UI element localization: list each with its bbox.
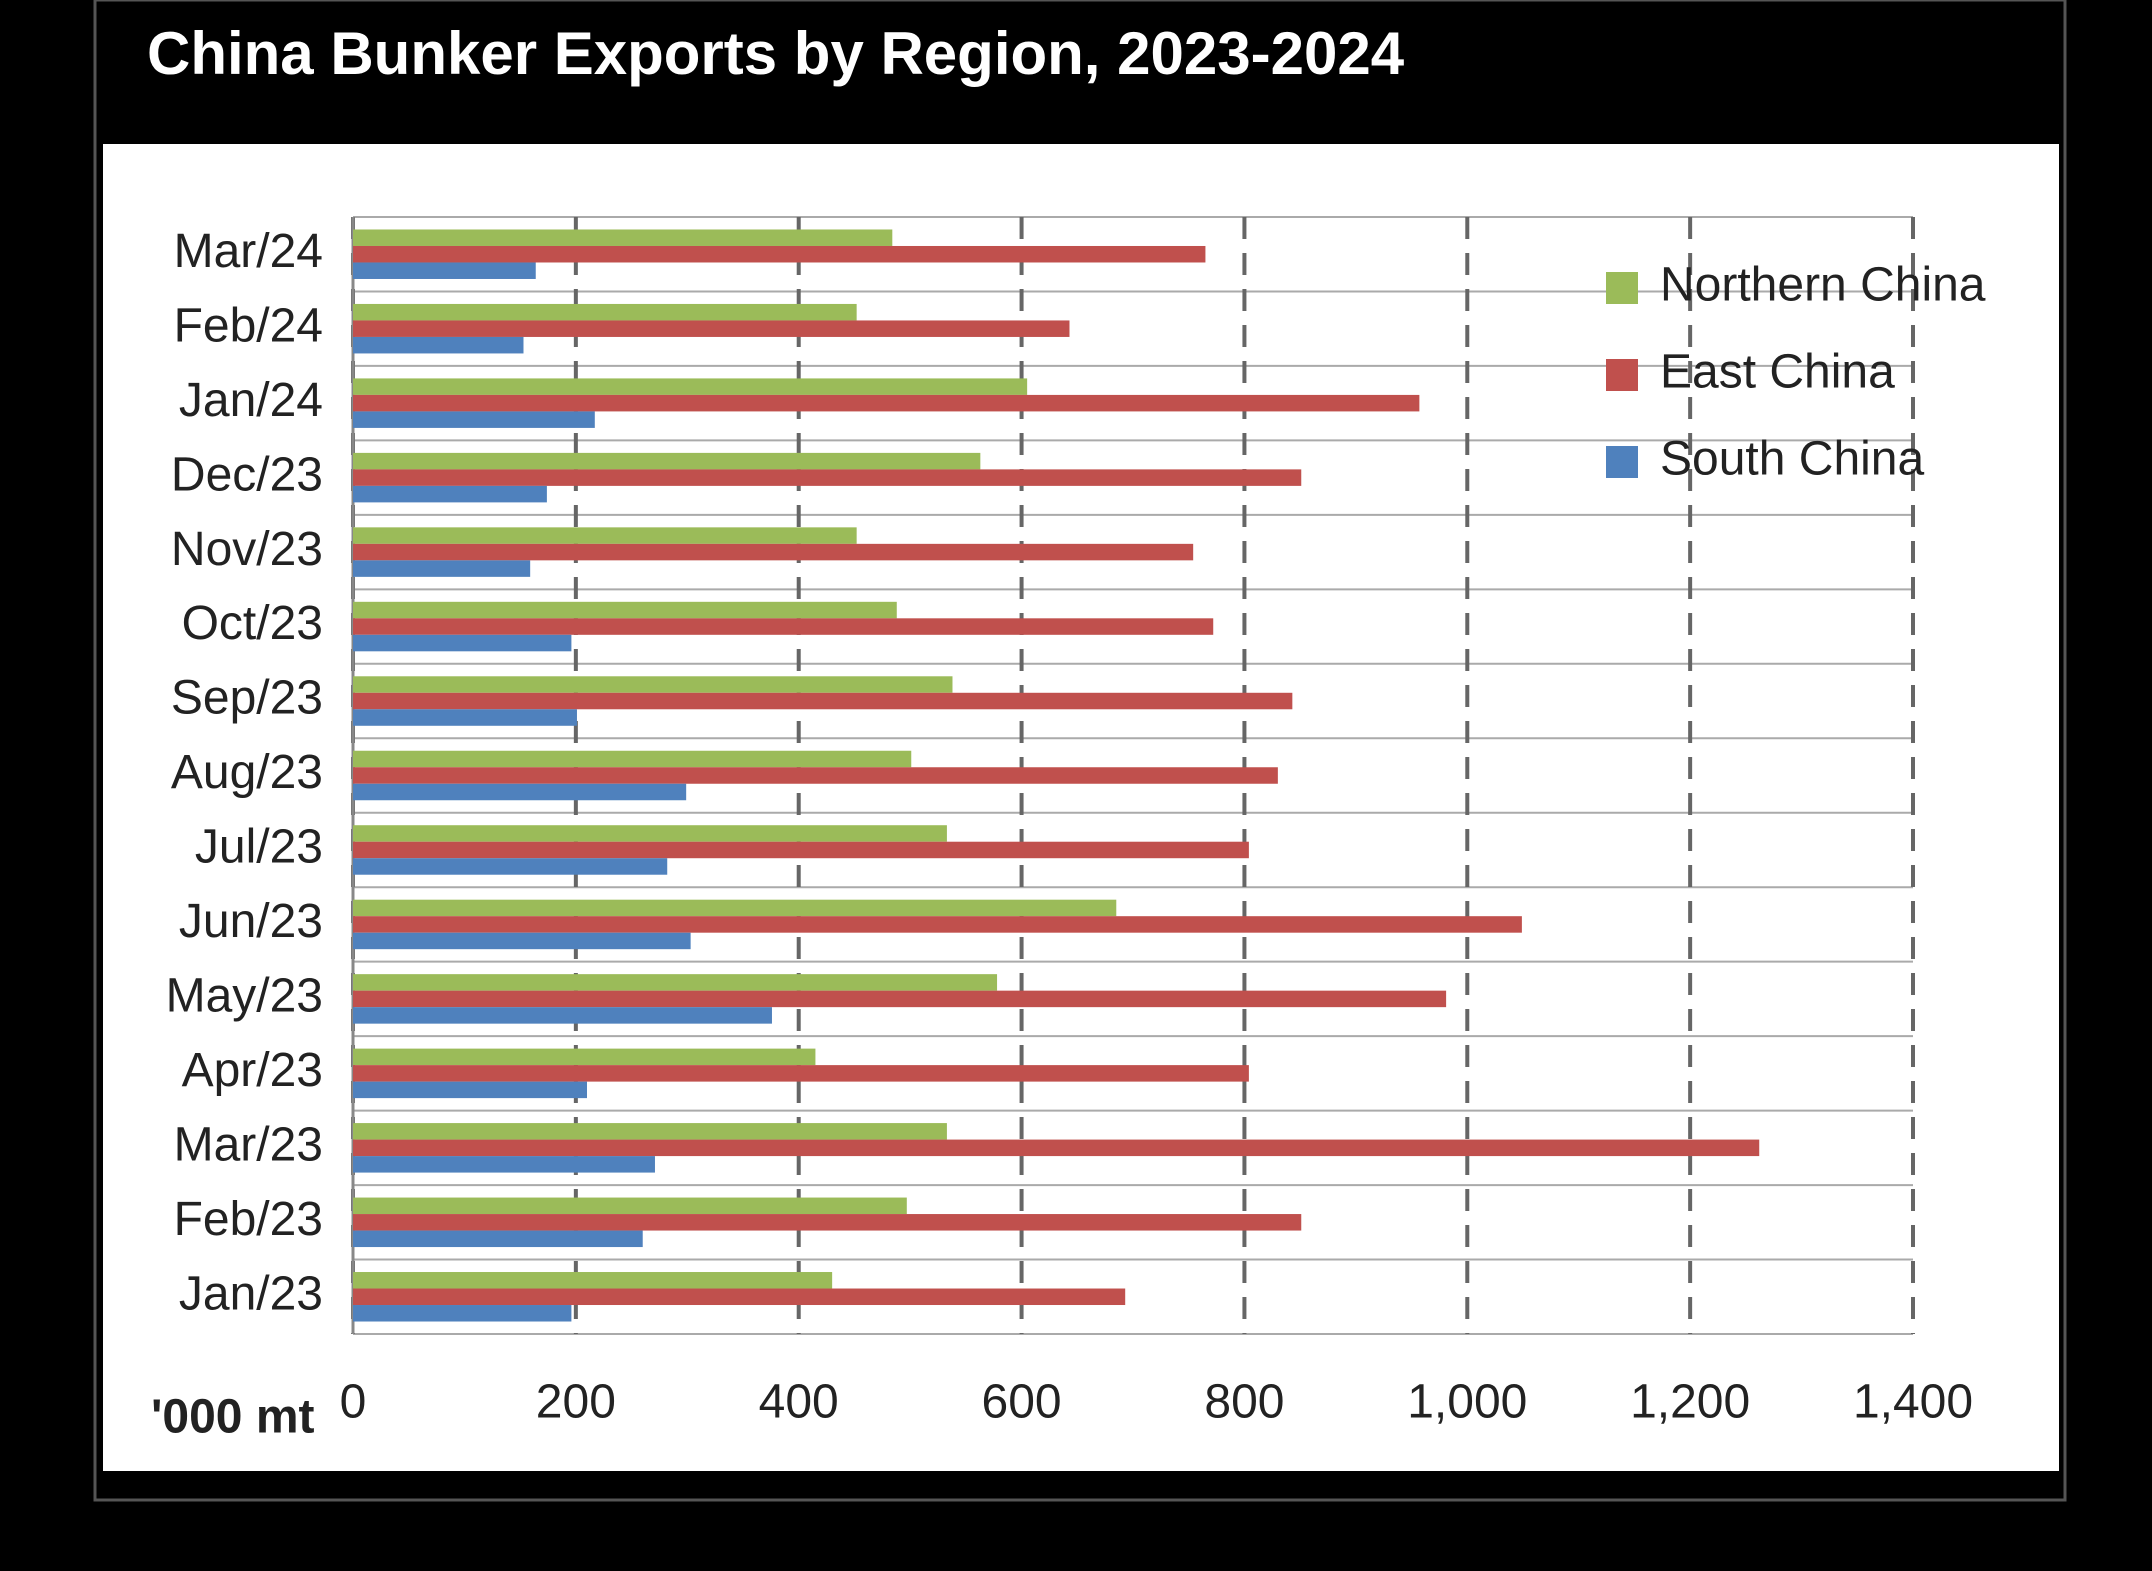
bar: [353, 916, 1522, 933]
x-tick-label: 1,400: [1853, 1376, 1973, 1429]
bar: [353, 560, 531, 577]
bar: [353, 320, 1070, 337]
bar: [353, 634, 572, 652]
bar: [353, 601, 897, 619]
legend-label: Northern China: [1660, 259, 1986, 312]
bar: [353, 527, 857, 544]
y-tick-label: Apr/23: [182, 1044, 323, 1097]
x-tick-label: 600: [982, 1376, 1062, 1429]
y-tick-label: Sep/23: [171, 672, 323, 725]
bar: [353, 974, 998, 991]
legend-label: East China: [1660, 346, 1895, 399]
bar: [353, 676, 953, 693]
bar: [353, 692, 1293, 710]
bar: [353, 932, 691, 950]
bar: [353, 469, 1302, 486]
y-tick-label: Jul/23: [195, 821, 323, 874]
bar: [353, 1048, 816, 1066]
bar: [353, 825, 947, 842]
x-tick-label: 200: [536, 1376, 616, 1429]
bar: [353, 1081, 587, 1099]
x-tick-label: 1,200: [1630, 1376, 1750, 1429]
legend-label: South China: [1660, 433, 1924, 486]
x-tick-label: 0: [340, 1376, 367, 1429]
bar: [353, 1272, 833, 1289]
bar: [353, 1139, 1760, 1157]
x-axis-label: '000 mt: [151, 1391, 315, 1444]
bar: [353, 750, 912, 768]
y-tick-label: Mar/23: [174, 1119, 323, 1172]
bar: [353, 1230, 643, 1248]
bar: [353, 336, 524, 354]
bar: [353, 452, 981, 470]
bar: [353, 1214, 1302, 1231]
bar: [353, 1288, 1126, 1306]
bar: [353, 485, 547, 503]
bar: [353, 543, 1194, 561]
chart-title: China Bunker Exports by Region, 2023-202…: [147, 20, 1405, 87]
y-tick-label: Feb/24: [174, 299, 323, 352]
x-tick-label: 800: [1204, 1376, 1284, 1429]
y-tick-label: Nov/23: [171, 523, 323, 576]
x-tick-label: 1,000: [1407, 1376, 1527, 1429]
y-tick-label: Feb/23: [174, 1193, 323, 1246]
y-tick-label: Jan/24: [179, 374, 323, 427]
bar: [353, 378, 1028, 395]
bar: [353, 1065, 1249, 1082]
bar: [353, 899, 1117, 917]
frame: [93, 0, 2067, 1502]
bar: [353, 262, 536, 279]
bar: [353, 245, 1206, 263]
bar: [353, 1156, 655, 1173]
bar: [353, 783, 687, 801]
x-tick-label: 400: [759, 1376, 839, 1429]
bar: [353, 841, 1249, 859]
bar: [353, 229, 893, 246]
bar: [353, 1007, 772, 1024]
y-tick-label: Jun/23: [179, 895, 323, 948]
y-tick-label: Jan/23: [179, 1267, 323, 1320]
y-tick-label: Dec/23: [171, 448, 323, 501]
y-tick-label: May/23: [166, 970, 323, 1023]
bar: [353, 411, 595, 428]
bar: [353, 1305, 572, 1322]
legend-swatch: [1606, 446, 1638, 478]
bar: [353, 709, 577, 726]
legend-swatch: [1606, 272, 1638, 304]
bar: [353, 990, 1447, 1008]
y-tick-label: Mar/24: [174, 225, 323, 278]
y-tick-label: Oct/23: [182, 597, 323, 650]
bar: [353, 394, 1420, 412]
bar: [353, 858, 668, 875]
y-tick-label: Aug/23: [171, 746, 323, 799]
bar: [353, 767, 1278, 784]
legend-swatch: [1606, 359, 1638, 391]
bar: [353, 1123, 947, 1140]
bar: [353, 618, 1214, 635]
bar: [353, 303, 857, 321]
bar: [353, 1197, 907, 1215]
